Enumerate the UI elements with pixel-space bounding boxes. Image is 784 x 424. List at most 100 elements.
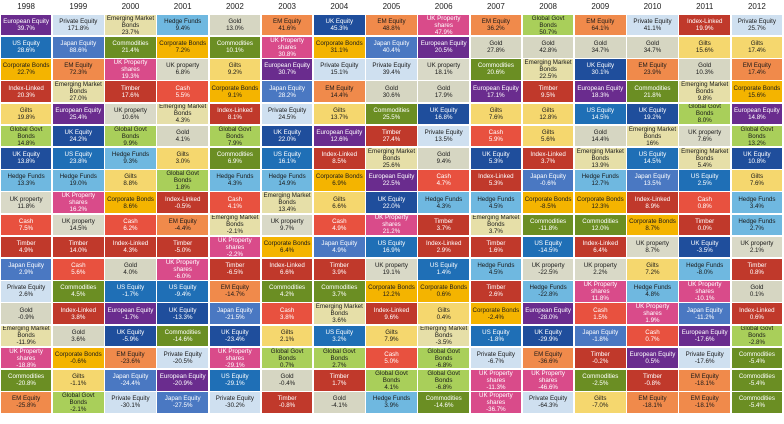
asset-name: Commodities [60, 284, 97, 292]
quilt-cell: Gilts 5.6% [522, 125, 574, 147]
quilt-cell: Index-Linked 2.9% [418, 236, 469, 258]
quilt-cell: Global Govt Bonds -6.8% [418, 370, 469, 391]
asset-name: Gold [71, 328, 85, 336]
asset-return: -27.5% [172, 402, 193, 410]
asset-return: -22.8% [538, 291, 558, 299]
asset-name: EM Equity [64, 62, 93, 70]
asset-name: Emerging Market Bonds [2, 325, 50, 340]
quilt-cell: Commodities -5.4% [731, 347, 783, 369]
quilt-cell: Cash 3.8% [261, 303, 313, 324]
asset-name: Gilts [489, 106, 503, 114]
asset-name: Gilts [437, 306, 450, 314]
year-header: 2010 [643, 2, 662, 11]
asset-name: EM Equity [272, 18, 302, 26]
quilt-cell: UK Equity -5.9% [105, 325, 156, 347]
asset-name: Index-Linked [112, 240, 149, 248]
asset-name: Hedge Funds [372, 395, 411, 403]
asset-return: 13.9% [591, 161, 610, 169]
quilt-cell: Timber 1.6% [470, 236, 522, 258]
asset-name: Gilts [124, 173, 137, 181]
quilt-cell: UK property 19.1% [366, 259, 417, 280]
asset-name: Timber [173, 240, 193, 248]
asset-return: -14.5% [538, 247, 558, 255]
quilt-cell: Index-Linked 8.5% [314, 148, 365, 169]
asset-name: Commodities [164, 328, 201, 336]
asset-name: Gilts [541, 106, 555, 114]
asset-return: 25.5% [382, 113, 401, 121]
asset-name: Cash [488, 129, 504, 137]
quilt-cell: US Equity 28.6% [0, 37, 52, 58]
asset-return: 17.4% [748, 47, 766, 55]
asset-name: Timber [329, 373, 349, 381]
quilt-cell: Private Equity 25.7% [731, 14, 783, 36]
quilt-cell: Hedge Funds 13.3% [0, 170, 52, 191]
asset-name: Japan Equity [373, 40, 410, 48]
asset-return: 1.8% [175, 183, 190, 191]
asset-name: EM Equity [690, 373, 719, 381]
asset-return: -21.5% [225, 313, 245, 321]
asset-return: -8.0% [696, 269, 713, 277]
asset-name: UK Equity [12, 151, 40, 159]
asset-name: Corporate Bonds [629, 217, 676, 225]
asset-return: 20.3% [17, 91, 35, 99]
quilt-cell: EM Equity -36.6% [522, 347, 574, 369]
asset-return: 16.9% [382, 247, 401, 255]
quilt-cell: Timber 4.9% [0, 236, 52, 258]
asset-name: Emerging Market Bonds [576, 148, 624, 162]
asset-return: 17.9% [434, 91, 453, 99]
asset-name: Timber [277, 395, 297, 403]
asset-name: Commodities [477, 62, 514, 70]
asset-name: Timber [120, 84, 140, 92]
quilt-cell: Timber 1.7% [314, 370, 365, 391]
asset-return: 88.6% [69, 47, 88, 55]
quilt-cell: UK property 2.2% [575, 259, 626, 280]
asset-return: -18.1% [694, 402, 715, 410]
asset-return: 3.7% [436, 224, 451, 232]
asset-return: 6.9% [332, 180, 347, 188]
quilt-cell: EM Equity 41.6% [261, 14, 313, 36]
quilt-cell: UK property 9.7% [261, 214, 313, 236]
asset-name: EM Equity [690, 395, 719, 403]
asset-name: Cash [436, 173, 451, 181]
quilt-cell: Gold 3.6% [53, 325, 104, 347]
asset-return: -14.7% [225, 291, 245, 299]
asset-name: Timber [695, 217, 715, 225]
asset-name: Emerging Market Bonds [54, 81, 102, 96]
asset-name: UK Property shares [426, 14, 461, 29]
asset-name: Cash [384, 351, 399, 359]
asset-return: -11.3% [486, 383, 506, 391]
asset-return: 17.4% [748, 69, 766, 77]
asset-name: Index-Linked [60, 306, 97, 314]
asset-name: Private Equity [685, 351, 724, 359]
quilt-cell: Index-Linked 4.3% [105, 236, 156, 258]
asset-name: Gilts [750, 173, 764, 181]
asset-return: 48.8% [382, 25, 401, 33]
quilt-cell: EM Equity -14.7% [209, 281, 261, 302]
year-header: 2009 [591, 2, 610, 11]
asset-name: UK Equity [377, 195, 406, 203]
asset-name: Corporate Bonds [472, 306, 520, 314]
quilt-cell: Commodities -5.4% [731, 392, 783, 413]
quilt-cell: Cash 7.5% [0, 214, 52, 236]
quilt-cell: Commodities 10.1% [209, 37, 261, 58]
asset-name: Private Equity [372, 62, 411, 70]
asset-return: 3.6% [332, 317, 347, 324]
quilt-cell: Gilts -1.1% [53, 370, 104, 391]
quilt-cell: Private Equity -20.5% [157, 347, 208, 369]
quilt-cell: Hedge Funds 19.0% [53, 170, 104, 191]
quilt-cell: Timber 2.6% [470, 281, 522, 302]
quilt-cell: Corporate Bonds -0.6% [53, 347, 104, 369]
asset-name: Index-Linked [269, 262, 305, 270]
asset-return: 4.1% [384, 383, 399, 391]
asset-name: European Equity [55, 106, 102, 114]
asset-return: 19.2% [643, 113, 662, 121]
asset-name: Commodities [738, 373, 775, 381]
asset-return: 25.7% [748, 25, 766, 33]
quilt-cell: Timber -0.2% [575, 347, 626, 369]
quilt-cell: EM Equity 17.4% [731, 59, 783, 80]
quilt-cell: EM Equity -18.1% [679, 370, 730, 391]
asset-name: UK Property shares [531, 370, 565, 384]
quilt-cell: Japan Equity -21.5% [209, 303, 261, 324]
asset-return: 11.8% [591, 294, 609, 302]
quilt-cell: Gold 27.8% [470, 37, 522, 58]
